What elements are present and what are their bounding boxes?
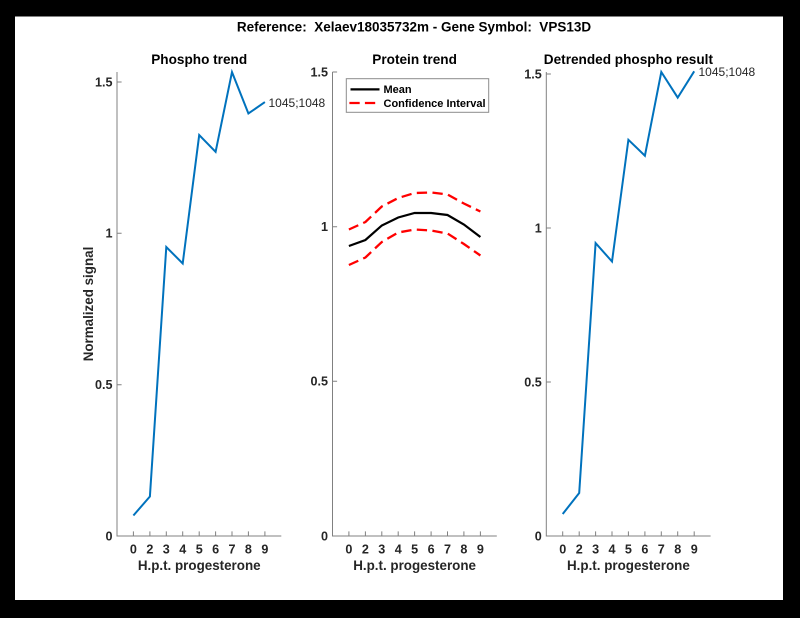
svg-text:8: 8: [460, 543, 467, 557]
svg-text:0: 0: [559, 543, 566, 557]
svg-text:1: 1: [535, 221, 542, 235]
svg-text:H.p.t. progesterone: H.p.t. progesterone: [567, 558, 690, 573]
svg-text:0: 0: [105, 529, 112, 543]
svg-text:4: 4: [608, 543, 615, 557]
svg-text:5: 5: [196, 543, 203, 557]
svg-text:8: 8: [245, 543, 252, 557]
svg-text:5: 5: [411, 543, 418, 557]
svg-text:H.p.t. progesterone: H.p.t. progesterone: [353, 558, 476, 573]
svg-text:3: 3: [592, 543, 599, 557]
svg-text:Protein trend: Protein trend: [372, 52, 457, 67]
svg-text:Normalized signal: Normalized signal: [81, 247, 96, 362]
svg-text:9: 9: [691, 543, 698, 557]
svg-text:2: 2: [576, 543, 583, 557]
svg-text:7: 7: [658, 543, 665, 557]
svg-text:9: 9: [477, 543, 484, 557]
svg-text:4: 4: [179, 543, 186, 557]
svg-text:1045;1048: 1045;1048: [699, 65, 756, 79]
svg-text:3: 3: [163, 543, 170, 557]
svg-text:8: 8: [674, 543, 681, 557]
svg-text:2: 2: [146, 543, 153, 557]
svg-text:0.5: 0.5: [95, 378, 113, 392]
svg-text:7: 7: [228, 543, 235, 557]
svg-text:0: 0: [130, 543, 137, 557]
svg-text:9: 9: [261, 543, 268, 557]
svg-text:1: 1: [321, 220, 328, 234]
svg-text:7: 7: [444, 543, 451, 557]
svg-text:Confidence Interval: Confidence Interval: [384, 98, 486, 110]
svg-text:Mean: Mean: [384, 84, 412, 96]
svg-text:4: 4: [395, 543, 402, 557]
svg-text:0: 0: [321, 529, 328, 543]
svg-text:6: 6: [641, 543, 648, 557]
svg-text:2: 2: [362, 543, 369, 557]
svg-text:1045;1048: 1045;1048: [269, 96, 326, 110]
svg-text:1.5: 1.5: [310, 65, 328, 79]
svg-text:5: 5: [625, 543, 632, 557]
svg-text:0: 0: [345, 543, 352, 557]
svg-text:0.5: 0.5: [524, 375, 542, 389]
svg-text:Phospho trend: Phospho trend: [151, 52, 247, 67]
svg-text:1.5: 1.5: [524, 67, 542, 81]
svg-text:0.5: 0.5: [310, 375, 328, 389]
svg-text:0: 0: [535, 529, 542, 543]
svg-text:H.p.t. progesterone: H.p.t. progesterone: [138, 558, 261, 573]
svg-text:1.5: 1.5: [95, 75, 113, 89]
svg-text:3: 3: [378, 543, 385, 557]
svg-text:6: 6: [428, 543, 435, 557]
svg-text:Detrended phospho result: Detrended phospho result: [544, 52, 714, 67]
svg-text:6: 6: [212, 543, 219, 557]
svg-text:Reference: Xelaev18035732m -: Reference: Xelaev18035732m - Gene Symbol…: [237, 19, 591, 34]
svg-text:1: 1: [105, 227, 112, 241]
